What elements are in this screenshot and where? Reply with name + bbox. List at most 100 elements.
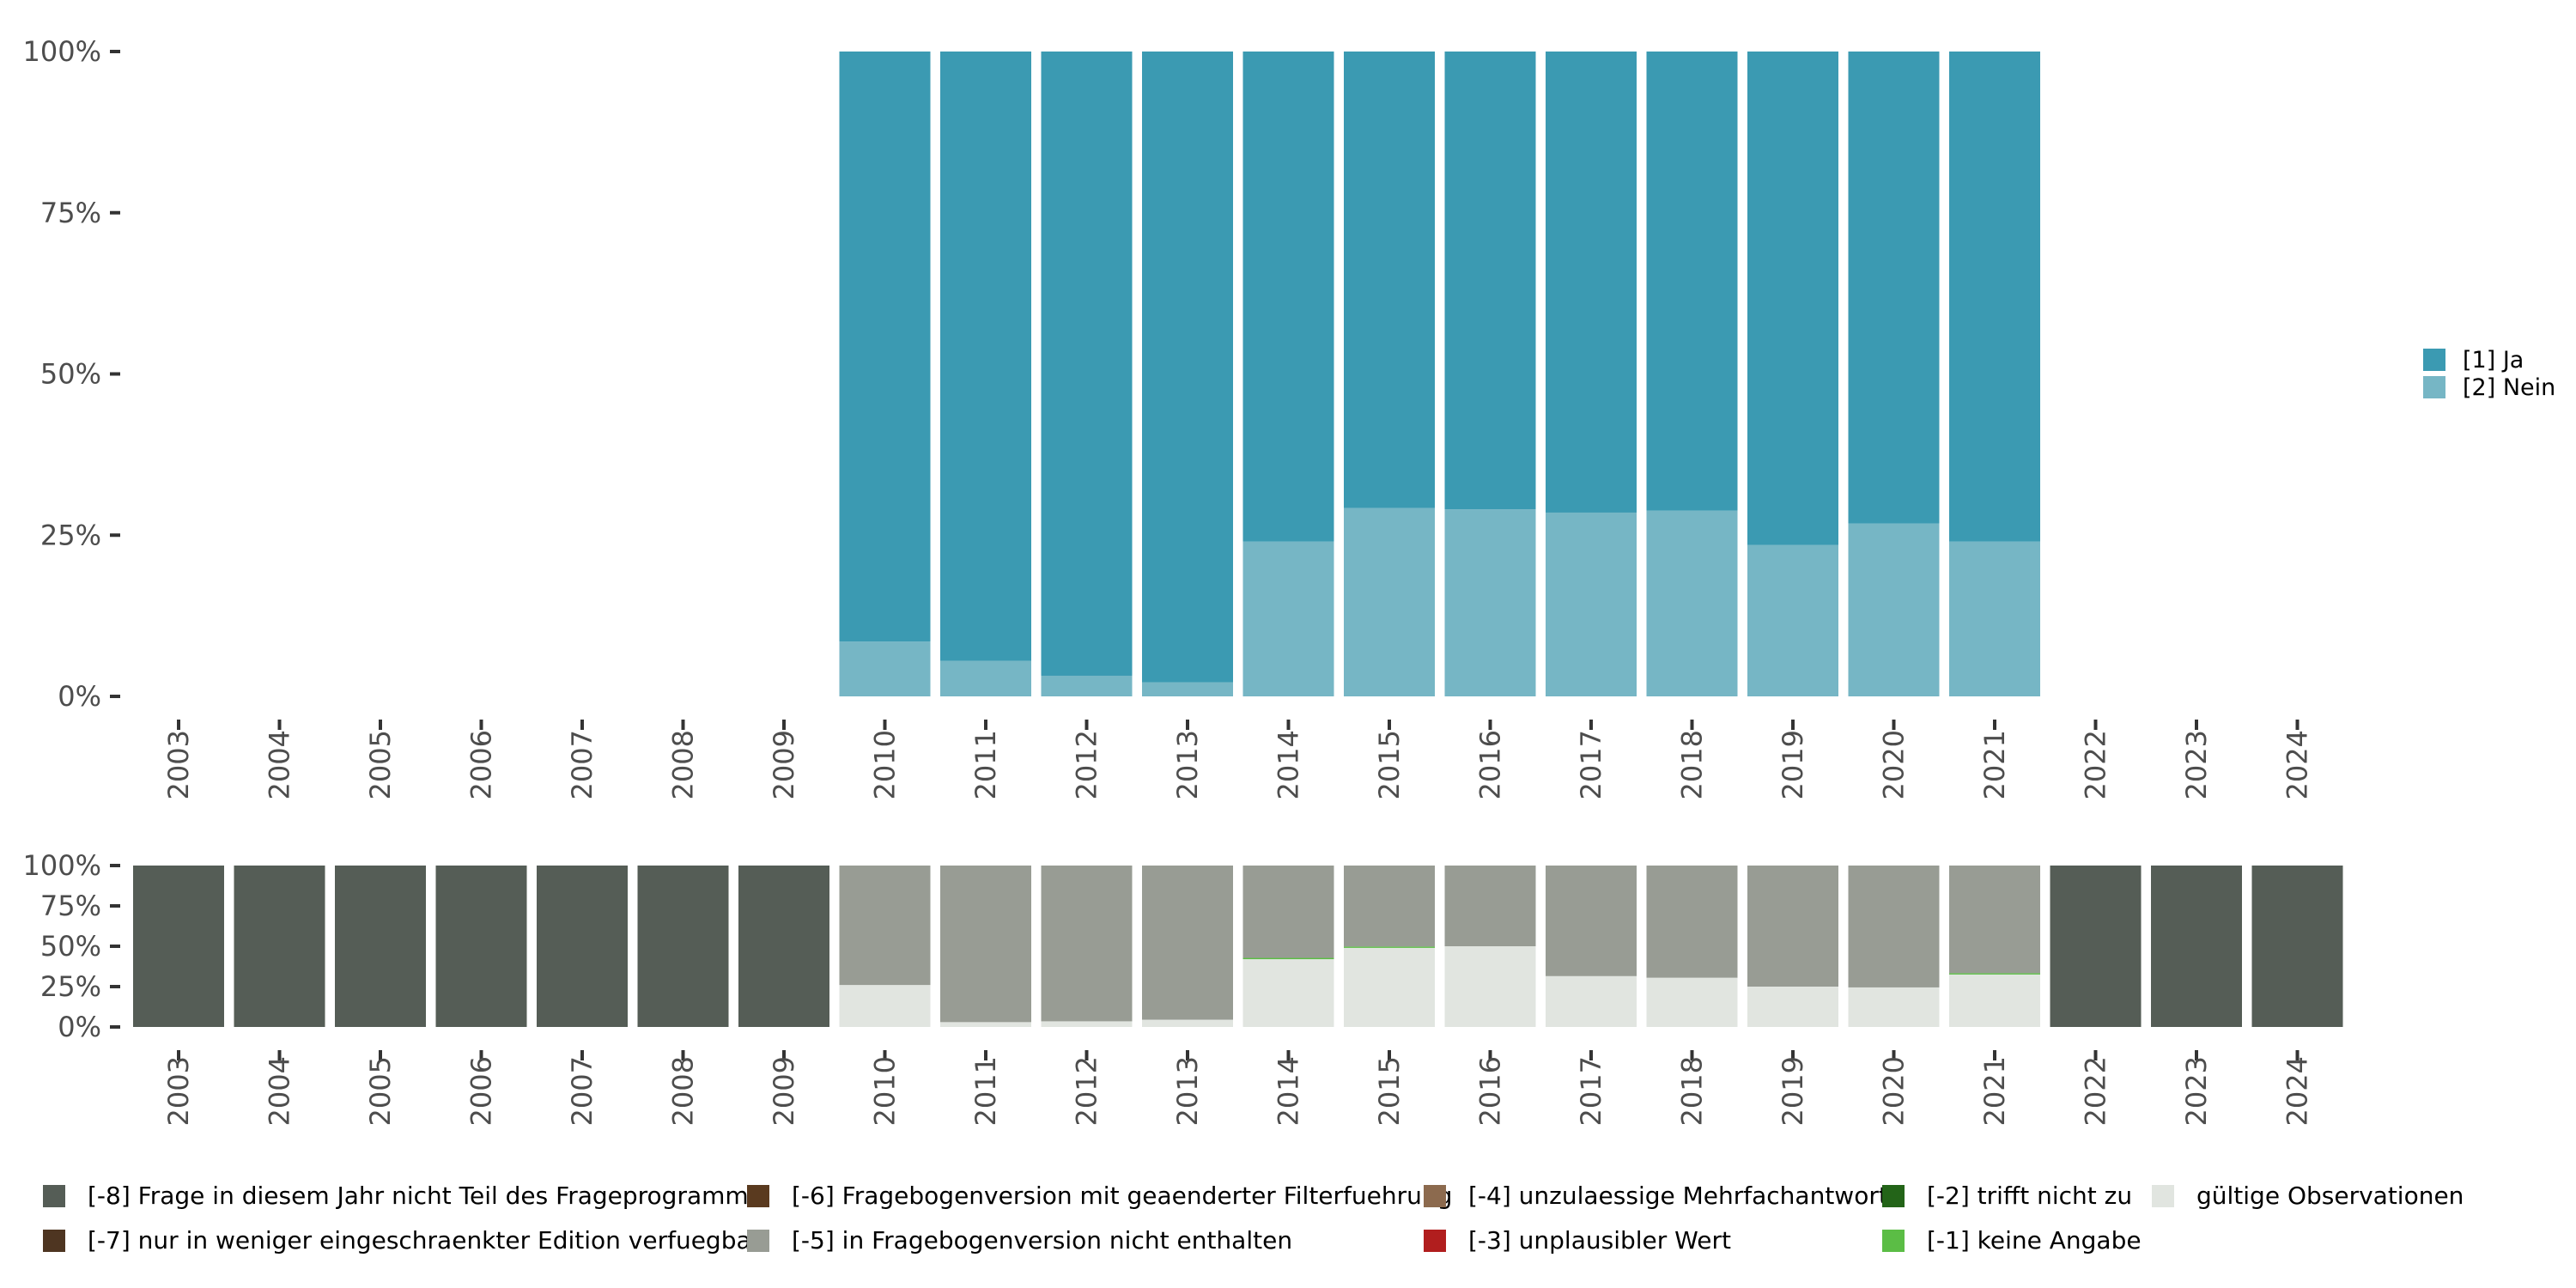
top-x-tick-label: 2021 (1978, 730, 2011, 799)
bottom-legend-swatch (1424, 1185, 1446, 1207)
top-x-tick-label: 2023 (2180, 730, 2213, 799)
bottom-legend-label: [-4] unzulaessige Mehrfachantwort (1468, 1182, 1888, 1210)
bottom-x-tick-label: 2021 (1978, 1056, 2011, 1126)
bottom-bar-2004-8-frage-in-diesem-jahr-nicht-teil-des-frageprogramms (234, 866, 325, 1027)
top-x-tick-label: 2005 (364, 730, 397, 799)
top-bars (839, 52, 2040, 696)
bottom-legend-swatch (747, 1185, 769, 1207)
bottom-x-tick-label: 2022 (2080, 1056, 2112, 1126)
bottom-bar-2003-8-frage-in-diesem-jahr-nicht-teil-des-frageprogramms (133, 866, 224, 1027)
bottom-legend-label: [-6] Fragebogenversion mit geaenderter F… (792, 1182, 1452, 1210)
bottom-legend-label: [-2] trifft nicht zu (1927, 1182, 2132, 1210)
bottom-legend-label: [-1] keine Angabe (1927, 1226, 2142, 1255)
bottom-y-tick-label: 50% (40, 930, 101, 963)
bottom-legend-swatch (1424, 1230, 1446, 1252)
top-x-tick-label: 2011 (969, 730, 1002, 799)
top-bar-2016-2-nein (1444, 509, 1536, 696)
top-bar-2011-1-ja (940, 52, 1031, 661)
bottom-x-tick-label: 2016 (1474, 1056, 1507, 1126)
top-x-tick-label: 2012 (1071, 730, 1103, 799)
bottom-legend-swatch (2152, 1185, 2174, 1207)
bottom-x-tick-label: 2014 (1273, 1056, 1305, 1126)
bottom-bar-2023-8-frage-in-diesem-jahr-nicht-teil-des-frageprogramms (2151, 866, 2242, 1027)
bottom-bar-2013-g-ltige-observationen (1142, 1019, 1233, 1027)
bottom-bar-2021-5-in-fragebogenversion-nicht-enthalten (1949, 866, 2040, 974)
top-bar-2015-1-ja (1344, 52, 1435, 508)
bottom-bar-2016-5-in-fragebogenversion-nicht-enthalten (1444, 866, 1536, 946)
bottom-bar-2020-g-ltige-observationen (1848, 987, 1940, 1027)
top-y-tick-label: 25% (40, 519, 101, 551)
top-bar-2018-1-ja (1646, 52, 1738, 511)
bottom-bar-2015-5-in-fragebogenversion-nicht-enthalten (1344, 866, 1435, 947)
bottom-bar-2019-g-ltige-observationen (1747, 987, 1838, 1027)
bottom-bar-2018-g-ltige-observationen (1646, 977, 1738, 1027)
top-legend-swatch (2423, 376, 2445, 398)
bottom-x-tick-label: 2006 (465, 1056, 498, 1126)
bottom-legend-swatch (1882, 1230, 1905, 1252)
top-bar-2013-2-nein (1142, 682, 1233, 696)
bottom-bar-2012-g-ltige-observationen (1041, 1021, 1133, 1027)
top-bar-2013-1-ja (1142, 52, 1233, 683)
top-bar-2010-2-nein (839, 641, 931, 696)
top-bar-2019-2-nein (1747, 544, 1838, 696)
top-bar-2016-1-ja (1444, 52, 1536, 510)
bottom-bar-2011-5-in-fragebogenversion-nicht-enthalten (940, 866, 1031, 1023)
bottom-bar-2010-g-ltige-observationen (839, 985, 931, 1027)
bottom-y-tick-label: 25% (40, 970, 101, 1003)
bottom-x-tick-label: 2019 (1777, 1056, 1809, 1126)
top-y-axis: 0% 25% 50% 75% 100% (23, 35, 120, 713)
bottom-bar-2018-5-in-fragebogenversion-nicht-enthalten (1646, 866, 1738, 978)
bottom-bar-2015-1-keine-angabe (1344, 946, 1435, 948)
bottom-y-axis: 0% 25% 50% 75% 100% (23, 849, 120, 1043)
top-bar-2021-1-ja (1949, 52, 2040, 542)
top-bar-2012-2-nein (1041, 675, 1133, 696)
bottom-x-tick-label: 2008 (667, 1056, 700, 1126)
bottom-bar-2011-g-ltige-observationen (940, 1022, 1031, 1027)
bottom-bar-2009-8-frage-in-diesem-jahr-nicht-teil-des-frageprogramms (738, 866, 829, 1027)
top-chart: 0% 25% 50% 75% 100% 2003 2004 2005 2006 2007 2008… (23, 35, 2556, 799)
top-bar-2020-1-ja (1848, 52, 1940, 524)
bottom-bar-2024-8-frage-in-diesem-jahr-nicht-teil-des-frageprogramms (2251, 866, 2343, 1027)
bottom-bar-2014-g-ltige-observationen (1242, 959, 1334, 1027)
bottom-bar-2014-5-in-fragebogenversion-nicht-enthalten (1242, 866, 1334, 958)
bottom-y-tick-label: 100% (23, 849, 101, 882)
bottom-x-tick-label: 2017 (1575, 1056, 1607, 1126)
bottom-bar-2014-1-keine-angabe (1242, 957, 1334, 960)
bottom-bar-2020-5-in-fragebogenversion-nicht-enthalten (1848, 866, 1940, 987)
bottom-bar-2010-5-in-fragebogenversion-nicht-enthalten (839, 866, 931, 986)
bottom-bar-2015-g-ltige-observationen (1344, 947, 1435, 1027)
bottom-bar-2012-5-in-fragebogenversion-nicht-enthalten (1041, 866, 1133, 1022)
top-legend-label: [1] Ja (2463, 347, 2524, 374)
top-x-tick-label: 2019 (1777, 730, 1809, 799)
bottom-legend-label: [-5] in Fragebogenversion nicht enthalte… (792, 1226, 1292, 1255)
top-bar-2017-1-ja (1546, 52, 1637, 513)
top-legend-swatch (2423, 349, 2445, 371)
top-x-tick-label: 2018 (1676, 730, 1709, 799)
top-x-tick-label: 2013 (1171, 730, 1204, 799)
bottom-x-tick-label: 2015 (1373, 1056, 1406, 1126)
top-bar-2018-2-nein (1646, 510, 1738, 696)
bottom-bar-2008-8-frage-in-diesem-jahr-nicht-teil-des-frageprogramms (637, 866, 729, 1027)
bottom-legend-label: [-7] nur in weniger eingeschraenkter Edi… (88, 1226, 762, 1255)
bottom-x-tick-label: 2003 (162, 1056, 195, 1126)
bottom-x-tick-label: 2009 (768, 1056, 800, 1126)
top-bar-2010-1-ja (839, 52, 931, 642)
bottom-legend-swatch (43, 1185, 65, 1207)
top-bar-2017-2-nein (1546, 512, 1637, 696)
bottom-x-tick-label: 2024 (2281, 1056, 2314, 1126)
bottom-bars (133, 866, 2343, 1027)
bottom-x-tick-label: 2020 (1878, 1056, 1911, 1126)
top-bar-2015-2-nein (1344, 507, 1435, 696)
top-x-axis: 2003 2004 2005 2006 2007 2008 2009 2010 2011 2012… (162, 720, 2314, 799)
bottom-x-tick-label: 2007 (566, 1056, 598, 1126)
top-bar-2019-1-ja (1747, 52, 1838, 545)
bottom-bar-2005-8-frage-in-diesem-jahr-nicht-teil-des-frageprogramms (335, 866, 426, 1027)
top-x-tick-label: 2009 (768, 730, 800, 799)
bottom-y-tick-label: 0% (58, 1011, 101, 1043)
bottom-bar-2019-5-in-fragebogenversion-nicht-enthalten (1747, 866, 1838, 987)
bottom-x-tick-label: 2023 (2180, 1056, 2213, 1126)
bottom-x-tick-label: 2011 (969, 1056, 1002, 1126)
top-bar-2014-2-nein (1242, 541, 1334, 696)
top-bar-2021-2-nein (1949, 541, 2040, 696)
